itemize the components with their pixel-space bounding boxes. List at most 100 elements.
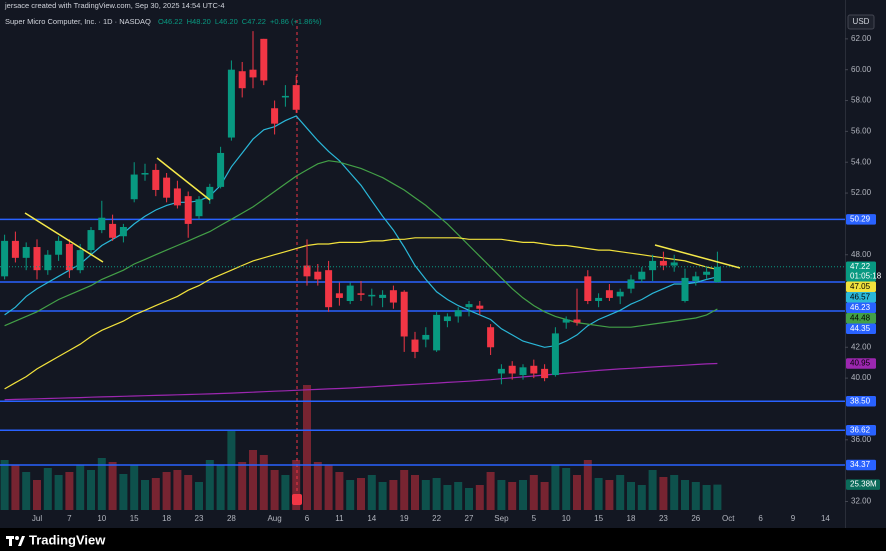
x-tick-label: 9	[791, 514, 796, 523]
candle-body	[487, 327, 495, 348]
candle-body	[627, 279, 635, 289]
volume-bar	[540, 482, 549, 510]
candle-body	[109, 223, 117, 238]
volume-tag	[846, 479, 880, 490]
candle-body	[433, 314, 441, 351]
x-tick-label: 14	[821, 514, 830, 523]
x-tick-label: 7	[67, 514, 72, 523]
price-tag	[846, 292, 876, 303]
price-tag-label: 44.48	[850, 313, 871, 322]
price-tag-label: 50.29	[850, 215, 871, 224]
x-tick-label: Oct	[722, 514, 735, 523]
candle-body	[184, 196, 192, 224]
y-tick-label: 32.00	[851, 497, 872, 506]
volume-bar	[22, 472, 31, 510]
candle-body	[238, 71, 246, 89]
volume-bar	[130, 465, 139, 510]
x-tick-label: 10	[562, 514, 571, 523]
logo-part	[15, 536, 19, 540]
plot-area	[0, 31, 845, 510]
volume-bar	[670, 475, 679, 510]
candle-body	[206, 186, 214, 200]
candle-body	[422, 334, 430, 340]
x-tick-label: 28	[227, 514, 236, 523]
currency-box[interactable]	[847, 14, 875, 30]
volume-bar	[216, 465, 225, 510]
x-tick-label: 19	[400, 514, 409, 523]
y-tick-label: 58.00	[851, 96, 872, 105]
volume-bar	[141, 480, 149, 510]
candle-body	[335, 293, 343, 298]
candle-body	[400, 291, 408, 337]
x-tick-label: 23	[659, 514, 668, 523]
volume-bar	[486, 472, 495, 510]
candle-body	[260, 38, 268, 81]
candle-body	[11, 240, 19, 258]
price-tag-label: 46.23	[850, 303, 871, 312]
trendline	[24, 212, 104, 263]
candle-body	[595, 297, 603, 302]
volume-bar	[659, 477, 668, 510]
candle-body	[562, 319, 570, 323]
candle-body	[119, 226, 127, 237]
quote-item: L46.20	[215, 17, 238, 26]
candle-body	[476, 305, 484, 309]
volume-bar	[346, 480, 355, 510]
candle-body	[692, 276, 700, 281]
y-tick-label: 48.00	[851, 250, 872, 259]
candle-body	[314, 271, 322, 280]
volume-bar	[313, 462, 322, 510]
price-tag	[846, 358, 876, 369]
candle-body	[87, 230, 95, 251]
price-tag-label: 38.50	[850, 396, 871, 405]
candle-body	[1, 240, 9, 277]
candle-body	[173, 188, 181, 206]
x-tick-label: 11	[335, 514, 344, 523]
credit: jersace created with TradingView.com, Se…	[4, 1, 225, 10]
candle-body	[55, 240, 63, 255]
x-tick-label: 10	[97, 514, 106, 523]
volume-bar	[605, 480, 614, 510]
currency[interactable]: USD	[853, 17, 870, 26]
volume-bar	[151, 478, 160, 510]
logo-part	[18, 536, 25, 546]
volume-bar	[551, 465, 560, 510]
candle-body	[368, 294, 376, 297]
candle-body	[346, 285, 354, 302]
volume-bar	[357, 478, 365, 510]
volume-bar	[119, 474, 128, 510]
volume-bar	[259, 455, 268, 510]
quote-item: C47.22	[242, 17, 266, 26]
price-tag	[846, 281, 876, 293]
x-tick-label: Jul	[32, 514, 42, 523]
candle-body	[605, 290, 613, 298]
volume-bar	[205, 460, 214, 510]
price-tag	[846, 396, 876, 407]
volume-bar	[76, 465, 85, 510]
volume-bar	[87, 470, 95, 510]
symbol: Super Micro Computer, Inc. · 1D · NASDAQ	[5, 17, 151, 26]
volume-bar	[432, 478, 441, 510]
volume-bar	[33, 480, 41, 510]
volume-bar	[594, 478, 603, 510]
volume-bar	[249, 450, 257, 510]
candle-body	[703, 271, 711, 275]
candle-body	[325, 270, 333, 308]
y-tick-label: 60.00	[851, 65, 872, 74]
countdown: 01:05:18	[850, 271, 882, 280]
volume-bar	[411, 475, 419, 510]
volume-bar	[335, 472, 344, 510]
candle-body	[98, 217, 106, 231]
y-tick-label: 54.00	[851, 157, 872, 166]
price-tag-label: 46.57	[850, 292, 871, 301]
x-tick-label: 23	[195, 514, 204, 523]
candle-body	[303, 265, 311, 277]
candle-body	[22, 247, 30, 258]
candle-body	[141, 173, 149, 175]
y-tick-label: 56.00	[851, 126, 872, 135]
candle-body	[271, 108, 279, 124]
candle-body	[573, 319, 581, 323]
